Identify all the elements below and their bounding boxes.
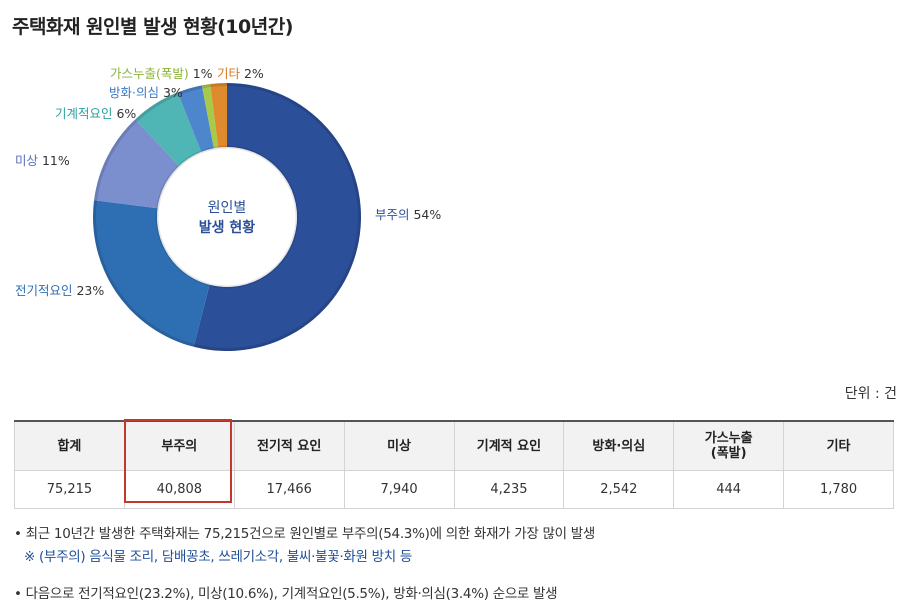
slice-6: [210, 83, 227, 148]
slice-label-3: 기계적요인 6%: [55, 106, 136, 121]
note-text-2: 다음으로 전기적요인(23.2%), 미상(10.6%), 기계적요인(5.5%…: [25, 586, 558, 602]
slice-rim-3: [135, 92, 179, 122]
donut-hole: [155, 145, 299, 289]
slice-rim-5: [201, 84, 211, 89]
cell-unknown: 7,940: [343, 470, 455, 509]
donut-chart: 부주의 54% 전기적요인 23% 미상 11% 기계적요인 6% 방화·의심 3% 가스…: [15, 66, 441, 351]
slice-3: [135, 92, 202, 166]
slice-rim-4: [177, 85, 203, 96]
slice-label-5: 가스누출(폭발) 1%: [110, 66, 213, 81]
slice-5: [201, 84, 219, 149]
cell-mechanical: 4,235: [453, 470, 565, 509]
slice-1: [92, 200, 210, 347]
header-other: 기타: [783, 420, 894, 471]
page-title: 주택화재 원인별 발생 현황(10년간): [12, 16, 293, 38]
center-label-line2: 발생 현황: [199, 219, 256, 236]
stats-table: 합계 부주의 전기적 요인 미상 기계적 요인 방화·의심 가스누출 (폭발) …: [14, 420, 894, 509]
slice-label-1: 전기적요인 23%: [15, 283, 104, 298]
slice-label-2: 미상 11%: [15, 153, 70, 168]
slice-label-6: 기타 2%: [217, 66, 264, 81]
unit-label: 단위 : 건: [844, 386, 897, 402]
slice-rim-6: [210, 83, 227, 88]
header-total: 합계: [14, 420, 125, 471]
header-unknown: 미상: [343, 420, 455, 471]
header-mechanical: 기계적 요인: [453, 420, 565, 471]
bullet-dot-icon: •: [14, 526, 22, 542]
table-header-row: 합계 부주의 전기적 요인 미상 기계적 요인 방화·의심 가스누출 (폭발) …: [14, 420, 894, 471]
center-label-line1: 원인별: [208, 200, 247, 216]
cell-gas: 444: [673, 470, 785, 509]
note-bullet-2: • 다음으로 전기적요인(23.2%), 미상(10.6%), 기계적요인(5.5…: [14, 582, 558, 602]
note-bullet-1: • 최근 10년간 발생한 주택화재는 75,215건으로 원인별로 부주의(54…: [14, 522, 595, 542]
cell-electrical: 17,466: [233, 470, 345, 509]
header-electrical: 전기적 요인: [233, 420, 345, 471]
slice-label-0: 부주의 54%: [375, 207, 441, 222]
slice-label-4: 방화·의심 3%: [109, 85, 183, 100]
header-carelessness: 부주의: [123, 420, 235, 471]
cell-other: 1,780: [783, 470, 894, 509]
note-sub: ※ (부주의) 음식물 조리, 담배꽁초, 쓰레기소각, 불씨·불꽃·화원 방치…: [24, 549, 412, 565]
header-gas: 가스누출 (폭발): [673, 420, 785, 471]
cell-arson: 2,542: [563, 470, 675, 509]
slice-2: [94, 119, 180, 209]
bullet-dot-icon: •: [14, 586, 22, 602]
slice-0: [193, 83, 362, 351]
slice-4: [177, 85, 214, 152]
table-row: 75,215 40,808 17,466 7,940 4,235 2,542 4…: [14, 470, 894, 509]
cell-total: 75,215: [14, 470, 125, 509]
cell-carelessness: 40,808: [123, 470, 235, 509]
header-arson: 방화·의심: [563, 420, 675, 471]
note-text-1: 최근 10년간 발생한 주택화재는 75,215건으로 원인별로 부주의(54.…: [25, 526, 596, 542]
